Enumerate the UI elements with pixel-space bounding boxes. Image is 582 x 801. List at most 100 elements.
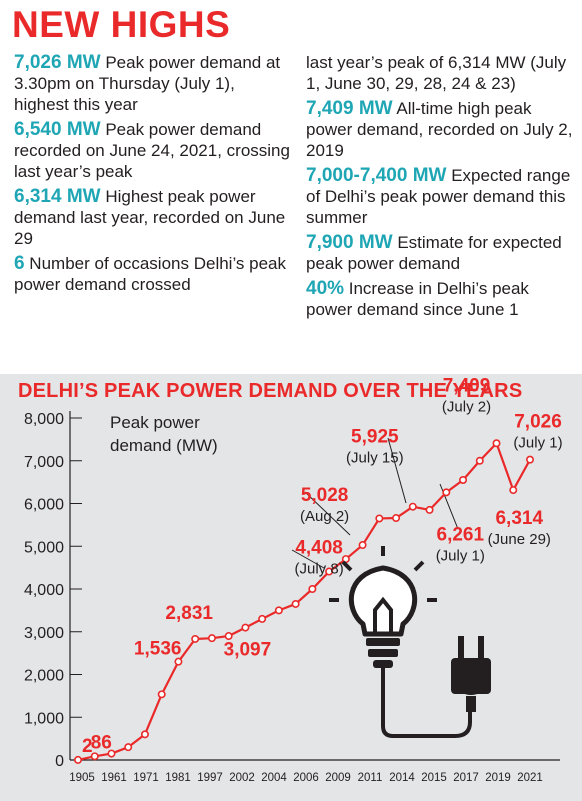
data-label: 5,028 — [301, 485, 349, 506]
data-label-date: (July 8) — [295, 561, 344, 578]
data-point — [107, 749, 116, 758]
x-tick-label: 1961 — [101, 772, 127, 784]
data-label: 6,261 — [437, 524, 485, 545]
x-tick-label: 2011 — [358, 772, 383, 784]
fact-item: last year’s peak of 6,314 MW (July 1, Ju… — [306, 52, 576, 94]
fact-value: 7,409 MW — [306, 98, 393, 119]
y-axis-label-line-2: demand (MW) — [110, 436, 218, 455]
fact-item: 6,314 MW Highest peak power demand last … — [14, 186, 292, 249]
data-point — [325, 567, 334, 576]
x-ticks: 1905 1961 1971 1981 1997 2002 2004 2006 2009 2011… — [69, 772, 543, 784]
fact-value: 40% — [306, 278, 345, 299]
y-tick-label: 4,000 — [24, 582, 64, 599]
data-point — [475, 456, 484, 465]
x-tick-label: 1971 — [133, 772, 159, 784]
data-point — [509, 486, 518, 495]
y-tick-label: 6,000 — [24, 497, 64, 514]
data-label-date: (July 1) — [513, 435, 562, 452]
fact-item: 7,026 MW Peak power demand at 3.30pm on … — [14, 52, 292, 115]
data-point — [241, 623, 250, 632]
fact-text: Increase in Delhi’s peak power demand si… — [306, 279, 529, 319]
leader-line — [387, 437, 407, 504]
data-point — [224, 632, 233, 641]
x-tick-label: 1905 — [69, 772, 95, 784]
fact-item: 7,000-7,400 MW Expected range of Delhi’s… — [306, 165, 576, 228]
x-tick-label: 2002 — [229, 772, 255, 784]
fact-text: Peak power demand recorded on June 24, 2… — [14, 120, 290, 181]
x-tick-label: 2019 — [485, 772, 511, 784]
y-tick-label: 3,000 — [24, 625, 64, 642]
facts-column-left: 7,026 MW Peak power demand at 3.30pm on … — [14, 52, 292, 299]
data-point — [74, 755, 83, 764]
fact-value: 7,026 MW — [14, 52, 101, 73]
chart-panel: DELHI’S PEAK POWER DEMAND OVER THE YEARS… — [0, 374, 582, 801]
fact-text: Expected range of Delhi’s peak power dem… — [306, 166, 571, 227]
fact-value: 6 — [14, 253, 25, 274]
data-point — [140, 730, 149, 739]
fact-text: Highest peak power demand last year, rec… — [14, 187, 286, 248]
x-tick-label: 2017 — [453, 772, 479, 784]
data-point — [90, 752, 99, 761]
y-tick-label: 1,000 — [24, 710, 64, 727]
facts-column-right: last year’s peak of 6,314 MW (July 1, Ju… — [306, 52, 576, 324]
fact-text: Estimate for expected peak power demand — [306, 233, 562, 273]
data-point — [291, 599, 300, 608]
fact-text: Number of occasions Delhi’s peak power d… — [14, 254, 287, 294]
x-tick-label: 2009 — [325, 772, 351, 784]
data-point — [492, 439, 501, 448]
fact-item: 6,540 MW Peak power demand recorded on J… — [14, 119, 292, 182]
data-label-date: (July 2) — [442, 398, 491, 415]
series-line — [77, 442, 531, 761]
data-label-date: (Aug 2) — [300, 508, 349, 525]
data-labels: 286 1,536 2,831 3,097 4,408 (July 8) 5,028 (Aug… — [82, 375, 563, 757]
x-tick-label: 1997 — [197, 772, 223, 784]
data-label: 1,536 — [134, 638, 182, 659]
y-axis-label-line-1: Peak power — [110, 413, 200, 432]
data-label: 6,314 — [495, 508, 543, 529]
x-tick-label: 2014 — [389, 772, 415, 784]
data-label: 2,831 — [165, 603, 213, 624]
series-group — [74, 439, 534, 764]
data-point — [124, 743, 133, 752]
data-point — [459, 475, 468, 484]
x-tick-label: 1981 — [165, 772, 191, 784]
fact-item: 7,900 MW Estimate for expected peak powe… — [306, 232, 576, 274]
fact-value: 7,000-7,400 MW — [306, 165, 447, 186]
data-label: 5,925 — [351, 427, 399, 448]
data-point — [375, 514, 384, 523]
y-tick-label: 0 — [55, 753, 64, 770]
fact-item: 40% Increase in Delhi’s peak power deman… — [306, 278, 576, 320]
fact-value: 6,540 MW — [14, 119, 101, 140]
data-label: 3,097 — [224, 640, 272, 661]
data-label: 7,409 — [443, 375, 491, 396]
data-label-date: (July 1) — [436, 547, 485, 564]
data-point — [358, 541, 367, 550]
data-label: 86 — [91, 732, 112, 753]
fact-value: 7,900 MW — [306, 232, 393, 253]
leader-line — [291, 549, 325, 569]
data-point — [308, 585, 317, 594]
data-label: 7,026 — [514, 412, 562, 433]
leader-line — [304, 491, 351, 536]
data-label: 4,408 — [295, 538, 343, 559]
chart-title: DELHI’S PEAK POWER DEMAND OVER THE YEARS — [18, 380, 523, 402]
data-point — [191, 634, 200, 643]
data-point — [274, 606, 283, 615]
light-bulb-icon — [329, 546, 437, 668]
data-point — [525, 455, 534, 464]
fact-text: last year’s peak of 6,314 MW (July 1, Ju… — [306, 53, 567, 93]
power-plug-icon — [381, 636, 491, 738]
data-point — [174, 657, 183, 666]
data-point — [408, 502, 417, 511]
x-tick-label: 2015 — [421, 772, 447, 784]
data-point — [392, 514, 401, 523]
line-chart: Peak power demand (MW) 0 1,000 2,000 3,000 4… — [24, 375, 563, 784]
x-tick-label: 2021 — [517, 772, 543, 784]
y-tick-label: 7,000 — [24, 454, 64, 471]
highlights-panel: NEW HIGHS 7,026 MW Peak power demand at … — [0, 0, 582, 372]
headline: NEW HIGHS — [12, 4, 231, 45]
y-tick-label: 2,000 — [24, 668, 64, 685]
fact-item: 6 Number of occasions Delhi’s peak power… — [14, 253, 292, 295]
data-label-date: (June 29) — [488, 531, 551, 548]
data-point — [258, 614, 267, 623]
